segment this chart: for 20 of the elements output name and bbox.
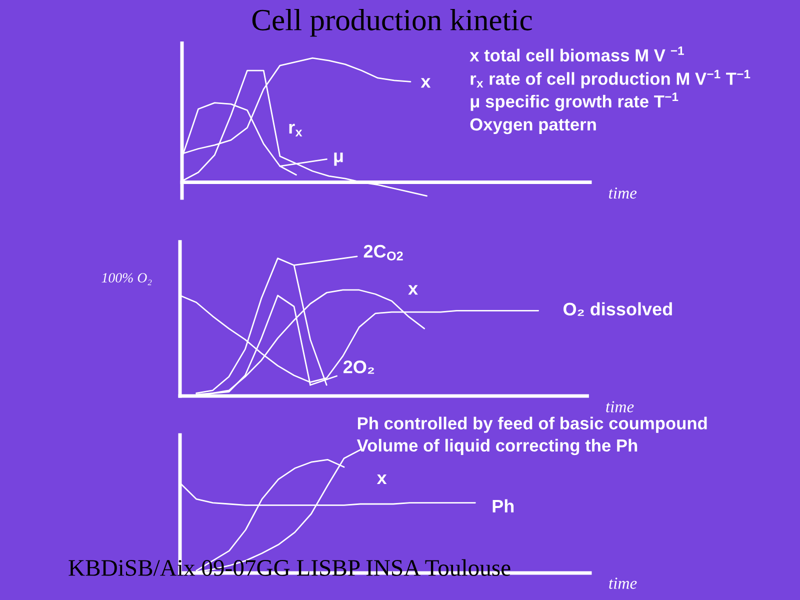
series-label: x bbox=[376, 474, 387, 484]
series-label: x bbox=[420, 78, 431, 88]
series-label: 2O₂ bbox=[344, 360, 374, 374]
annotation: Oxygen pattern bbox=[470, 118, 596, 134]
x-axis-title: time bbox=[609, 187, 637, 199]
annotation: x total cell biomass M V $^{−1}$ bbox=[470, 46, 684, 62]
annotation: Volume of liquid correcting the Ph bbox=[356, 438, 638, 456]
x-axis-title: time bbox=[609, 578, 637, 589]
legend-label: 2C$_{O2}$ bbox=[364, 244, 403, 260]
text: 100% O₂ bbox=[102, 273, 152, 286]
annotation: μ specific growth rate T$^{−1}$ bbox=[470, 92, 678, 112]
series-label: x bbox=[408, 285, 418, 295]
legend-label: μ bbox=[334, 152, 343, 166]
annotation: r$_{x}$ rate of cell production M V$^{−1}$ T$^{−1}$ bbox=[470, 70, 750, 88]
series-label: Ph bbox=[492, 499, 514, 512]
x-axis-title: time bbox=[606, 401, 634, 412]
series-label: r$_{x}$ bbox=[289, 124, 302, 136]
text: Ph controlled by feed of basic coumpound bbox=[358, 416, 707, 433]
chart-title: Cell production kinetic bbox=[252, 8, 532, 37]
series-label: O₂ dissolved bbox=[564, 302, 672, 316]
